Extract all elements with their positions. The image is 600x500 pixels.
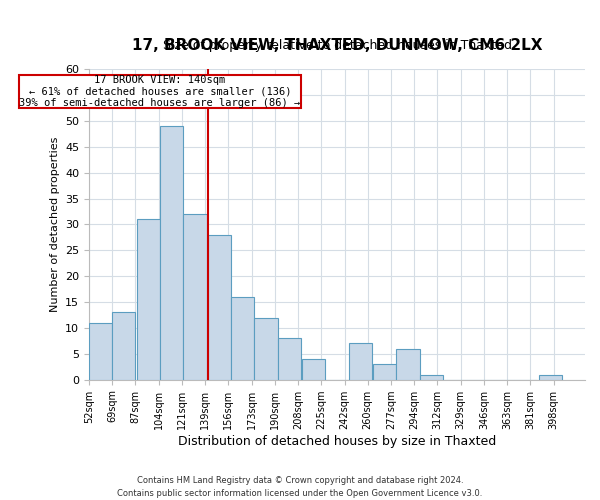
Bar: [419, 374, 443, 380]
Bar: [349, 344, 372, 380]
Text: 17 BROOK VIEW: 140sqm
← 61% of detached houses are smaller (136)
39% of semi-det: 17 BROOK VIEW: 140sqm ← 61% of detached …: [19, 74, 301, 108]
Bar: [231, 297, 254, 380]
Bar: [160, 126, 183, 380]
Bar: [112, 312, 136, 380]
Text: Contains HM Land Registry data © Crown copyright and database right 2024.
Contai: Contains HM Land Registry data © Crown c…: [118, 476, 482, 498]
Bar: [208, 235, 231, 380]
Y-axis label: Number of detached properties: Number of detached properties: [50, 137, 59, 312]
Text: Size of property relative to detached houses in Thaxted: Size of property relative to detached ho…: [163, 39, 512, 52]
Bar: [373, 364, 397, 380]
Bar: [254, 318, 278, 380]
Bar: [183, 214, 206, 380]
Bar: [397, 348, 419, 380]
Bar: [278, 338, 301, 380]
X-axis label: Distribution of detached houses by size in Thaxted: Distribution of detached houses by size …: [178, 434, 496, 448]
Bar: [539, 374, 562, 380]
Bar: [89, 323, 112, 380]
Bar: [137, 220, 160, 380]
Title: 17, BROOK VIEW, THAXTED, DUNMOW, CM6 2LX: 17, BROOK VIEW, THAXTED, DUNMOW, CM6 2LX: [132, 38, 542, 52]
Bar: [302, 359, 325, 380]
